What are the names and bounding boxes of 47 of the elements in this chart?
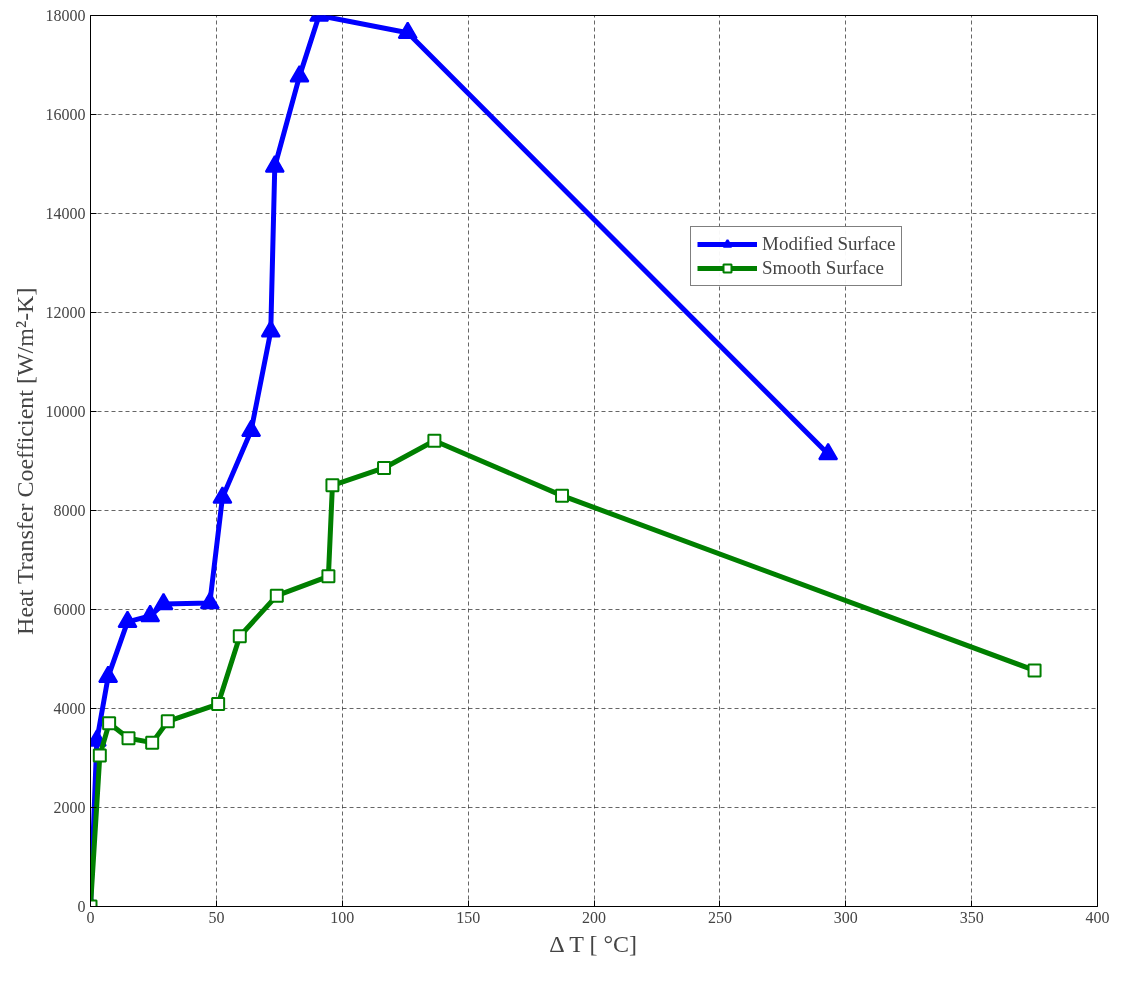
point (241, 419, 262, 437)
point (325, 478, 340, 493)
y-tick-label: 6000 (53, 601, 86, 618)
point (264, 155, 285, 173)
x-tick-label: 350 (959, 908, 984, 926)
x-axis-title: Δ T [ °C] (549, 930, 638, 957)
point (321, 569, 336, 584)
legend-label: Smooth Surface (762, 257, 884, 279)
y-tick-label: 2000 (53, 799, 86, 816)
x-tick-label: 400 (1085, 908, 1110, 926)
y-tick-label: 4000 (53, 700, 86, 717)
point (232, 629, 247, 644)
x-tick-label: 100 (330, 908, 355, 926)
point (260, 319, 281, 338)
point (121, 731, 136, 746)
x-tick-label: 150 (456, 908, 481, 926)
point (427, 433, 442, 448)
point (140, 604, 161, 623)
point (269, 588, 284, 603)
point (377, 460, 392, 475)
y-tick-label: 8000 (53, 502, 86, 519)
point (160, 714, 175, 729)
x-tick-label: 250 (707, 908, 732, 926)
y-tick-label: 10000 (45, 403, 86, 420)
point (117, 610, 138, 629)
point (212, 486, 233, 504)
point (818, 442, 839, 461)
point (145, 735, 160, 750)
point (289, 64, 310, 83)
x-tick-label: 50 (208, 908, 225, 926)
point (92, 748, 107, 763)
y-axis-title: Heat Transfer Coefficient [W/m²-K] (11, 287, 38, 635)
point (211, 697, 226, 712)
y-tick-label: 16000 (45, 106, 86, 123)
point (397, 21, 418, 40)
y-tick-label: 14000 (45, 205, 86, 222)
point (1027, 663, 1042, 678)
point (555, 488, 570, 503)
point (199, 591, 220, 610)
legend-label: Modified Surface (762, 233, 896, 255)
x-tick-label: 300 (833, 908, 858, 926)
x-tick-label: 200 (582, 908, 606, 926)
y-tick-label: 18000 (45, 7, 86, 24)
point (98, 665, 119, 684)
point (153, 592, 174, 611)
y-tick-label: 12000 (45, 304, 86, 321)
point (102, 716, 117, 731)
